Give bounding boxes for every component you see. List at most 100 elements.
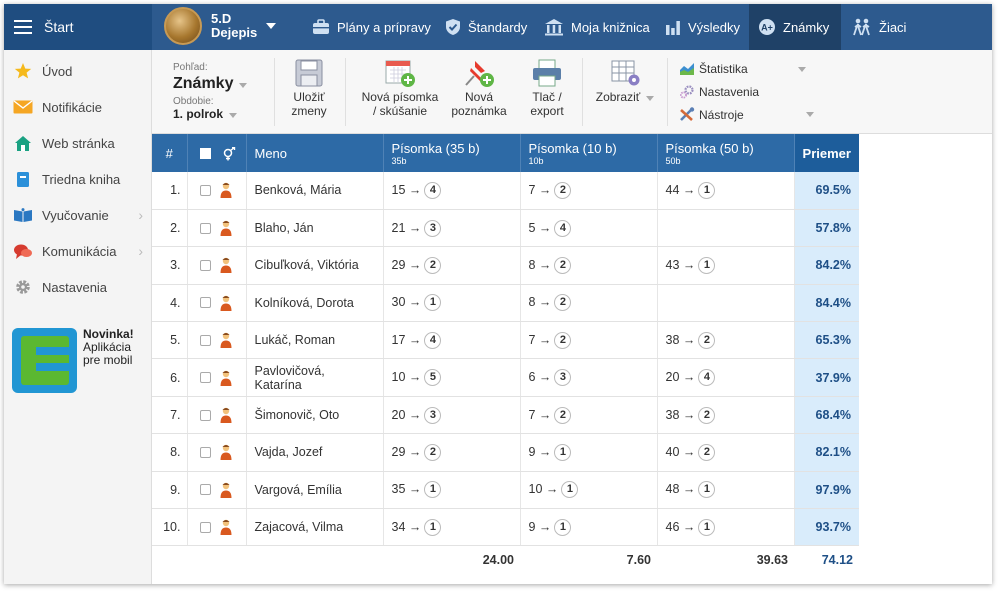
mobile-app-promo[interactable]: Novinka! Aplikácia pre mobil [12,328,144,396]
table-row[interactable]: 9. Vargová, Emília 35 → 1 10 → 1 48 → 1 97.9% [152,471,859,510]
row-checkbox[interactable] [199,484,211,496]
nav-grades[interactable]: A+ Známky [749,4,841,50]
test-50-cell[interactable]: 46 → 1 [657,508,795,547]
test-35-cell[interactable]: 30 → 1 [383,284,521,323]
student-name[interactable]: Benková, Mária [246,172,384,210]
grade-mark[interactable]: 2 [698,443,716,461]
grade-mark[interactable]: 3 [424,406,442,424]
test-10-cell[interactable]: 9 → 1 [520,508,658,547]
table-row[interactable]: 3. Cibuľková, Viktória 29 → 2 8 → 2 43 → 1 84.2% [152,246,859,285]
grade-mark[interactable]: 1 [561,481,579,499]
test-50-cell[interactable]: 43 → 1 [657,246,795,285]
grade-mark[interactable]: 2 [698,406,716,424]
test-35-cell[interactable]: 20 → 3 [383,396,521,435]
test-50-cell[interactable]: 38 → 2 [657,321,795,360]
sidebar-item-communication[interactable]: Komunikácia › [4,233,151,269]
settings-menu[interactable]: Nastavenia [679,85,759,99]
row-checkbox[interactable] [199,184,211,196]
test-10-cell[interactable]: 6 → 3 [520,358,658,397]
test-10-cell[interactable]: 5 → 4 [520,209,658,248]
test-10-cell[interactable]: 7 → 2 [520,172,658,210]
row-checkbox[interactable] [199,222,211,234]
sidebar-item-settings[interactable]: Nastavenia [4,269,151,305]
grade-mark[interactable]: 3 [424,219,442,237]
course-selector[interactable]: 5.D Dejepis [164,7,277,45]
test-35-cell[interactable]: 34 → 1 [383,508,521,547]
nav-students[interactable]: Žiaci [845,4,913,50]
row-checkbox[interactable] [199,446,211,458]
column-test-50[interactable]: Písomka (50 b) 50b [657,134,795,172]
student-name[interactable]: Pavlovičová, Katarína [246,358,384,397]
test-35-cell[interactable]: 15 → 4 [383,172,521,210]
sidebar-item-classbook[interactable]: Triedna kniha [4,161,151,197]
grade-mark[interactable]: 5 [424,369,442,387]
grade-mark[interactable]: 2 [698,331,716,349]
grade-mark[interactable]: 2 [554,331,572,349]
column-test-35[interactable]: Písomka (35 b) 35b [383,134,521,172]
student-name[interactable]: Lukáč, Roman [246,321,384,360]
row-checkbox[interactable] [199,259,211,271]
table-row[interactable]: 2. Blaho, Ján 21 → 3 5 → 4 57.8% [152,209,859,248]
test-10-cell[interactable]: 10 → 1 [520,471,658,510]
row-checkbox[interactable] [199,297,211,309]
student-name[interactable]: Vajda, Jozef [246,433,384,472]
show-dropdown-button[interactable]: Zobraziť [592,58,658,104]
test-50-cell[interactable]: 38 → 2 [657,396,795,435]
grade-mark[interactable]: 2 [554,294,572,312]
grade-mark[interactable]: 1 [424,294,442,312]
grade-mark[interactable]: 3 [554,369,572,387]
student-name[interactable]: Vargová, Emília [246,471,384,510]
grade-mark[interactable]: 2 [554,256,572,274]
select-all-checkbox[interactable] [199,148,211,160]
start-menu-button[interactable]: Štart [4,4,152,50]
test-50-cell[interactable] [657,209,795,248]
row-checkbox[interactable] [199,521,211,533]
student-name[interactable]: Zajacová, Vilma [246,508,384,547]
table-row[interactable]: 1. Benková, Mária 15 → 4 7 → 2 44 → 1 69.5% [152,172,859,210]
test-35-cell[interactable]: 29 → 2 [383,433,521,472]
test-35-cell[interactable]: 10 → 5 [383,358,521,397]
row-checkbox[interactable] [199,409,211,421]
test-35-cell[interactable]: 35 → 1 [383,471,521,510]
test-10-cell[interactable]: 7 → 2 [520,396,658,435]
grade-mark[interactable]: 4 [424,181,442,199]
test-50-cell[interactable]: 20 → 4 [657,358,795,397]
grade-mark[interactable]: 2 [424,256,442,274]
test-50-cell[interactable]: 48 → 1 [657,471,795,510]
grade-mark[interactable]: 4 [424,331,442,349]
column-test-10[interactable]: Písomka (10 b) 10b [520,134,658,172]
grade-mark[interactable]: 2 [554,406,572,424]
grade-mark[interactable]: 1 [698,256,716,274]
student-name[interactable]: Cibuľková, Viktória [246,246,384,285]
row-checkbox[interactable] [199,372,211,384]
student-name[interactable]: Šimonovič, Oto [246,396,384,435]
nav-results[interactable]: Výsledky [658,4,747,50]
grade-mark[interactable]: 1 [698,481,716,499]
test-10-cell[interactable]: 7 → 2 [520,321,658,360]
table-row[interactable]: 7. Šimonovič, Oto 20 → 3 7 → 2 38 → 2 68.4% [152,396,859,435]
sidebar-item-website[interactable]: Web stránka [4,125,151,161]
new-test-button[interactable]: Nová písomka / skúšanie [357,58,443,118]
test-50-cell[interactable]: 44 → 1 [657,172,795,210]
new-note-button[interactable]: Nová poznámka [448,58,510,118]
test-10-cell[interactable]: 9 → 1 [520,433,658,472]
test-50-cell[interactable]: 40 → 2 [657,433,795,472]
test-35-cell[interactable]: 29 → 2 [383,246,521,285]
grade-mark[interactable]: 2 [424,443,442,461]
test-35-cell[interactable]: 21 → 3 [383,209,521,248]
print-export-button[interactable]: Tlač / export [524,58,570,118]
grade-mark[interactable]: 1 [554,518,572,536]
grade-mark[interactable]: 1 [698,518,716,536]
grade-mark[interactable]: 1 [698,181,716,199]
row-checkbox[interactable] [199,334,211,346]
grade-mark[interactable]: 1 [424,518,442,536]
table-row[interactable]: 5. Lukáč, Roman 17 → 4 7 → 2 38 → 2 65.3% [152,321,859,360]
sidebar-item-teaching[interactable]: Vyučovanie › [4,197,151,233]
table-row[interactable]: 8. Vajda, Jozef 29 → 2 9 → 1 40 → 2 82.1% [152,433,859,472]
view-dropdown[interactable]: Známky [173,74,248,93]
nav-library[interactable]: Moja knižnica [537,4,657,50]
tools-menu[interactable]: Nástroje [679,107,814,122]
test-50-cell[interactable] [657,284,795,323]
nav-standards[interactable]: Štandardy [438,4,534,50]
sidebar-item-home[interactable]: Úvod [4,53,151,89]
